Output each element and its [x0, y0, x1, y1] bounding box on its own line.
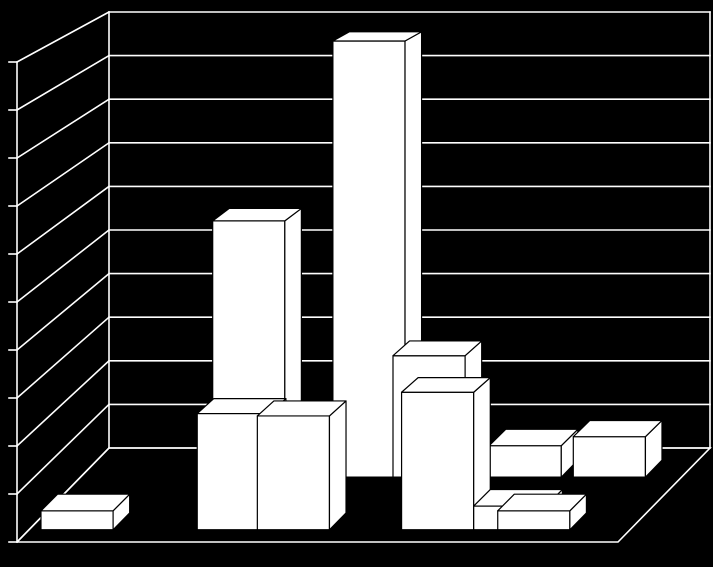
bar: [257, 401, 346, 530]
chart-svg: [0, 0, 713, 567]
bar: [573, 420, 662, 477]
chart-3d-bar: [0, 0, 713, 567]
bar: [41, 494, 130, 530]
bar: [489, 429, 578, 477]
bar: [498, 494, 587, 530]
